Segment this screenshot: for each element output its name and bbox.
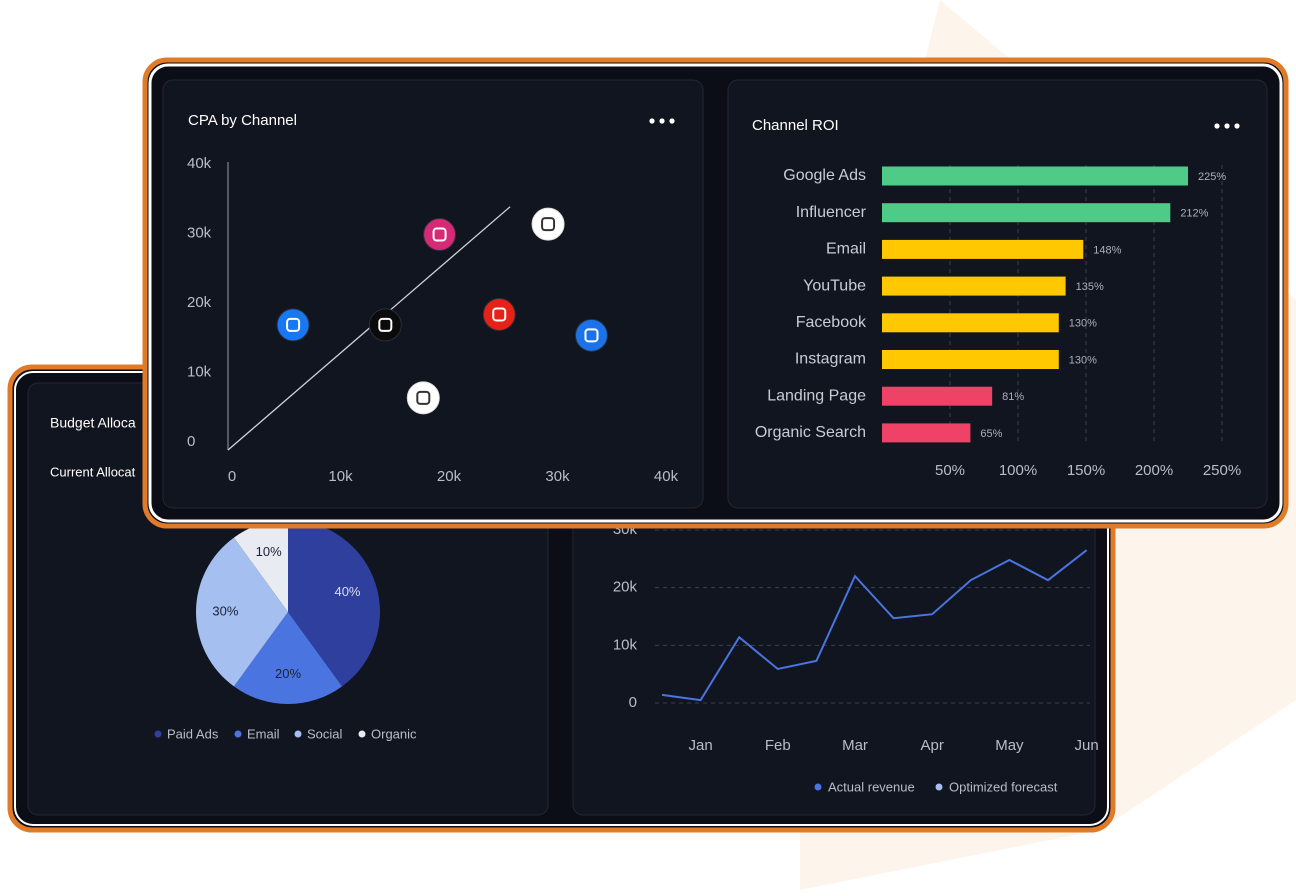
channel-icon bbox=[492, 307, 507, 322]
value-label: 81% bbox=[1002, 391, 1024, 403]
scatter-point bbox=[574, 318, 608, 352]
y-tick-label: 0 bbox=[629, 694, 637, 711]
bar bbox=[882, 386, 993, 406]
channel-icon bbox=[432, 227, 447, 242]
scatter-point bbox=[406, 381, 440, 415]
channel-icon bbox=[416, 390, 431, 405]
value-label: 212% bbox=[1180, 208, 1208, 220]
channel-icon bbox=[378, 317, 393, 332]
legend-swatch bbox=[154, 730, 162, 738]
legend-swatch bbox=[294, 730, 302, 738]
trend-line bbox=[227, 206, 511, 451]
bar bbox=[882, 350, 1059, 369]
legend-swatch bbox=[358, 730, 366, 738]
x-tick-label: 10k bbox=[328, 468, 353, 485]
x-tick-label: Jun bbox=[1075, 737, 1099, 754]
value-label: 135% bbox=[1076, 281, 1104, 293]
legend-swatch bbox=[814, 783, 822, 791]
category-label: Landing Page bbox=[767, 387, 866, 404]
scatter-point bbox=[482, 297, 516, 331]
x-tick-label: 250% bbox=[1203, 462, 1241, 479]
legend-label: Organic bbox=[371, 726, 417, 741]
x-tick-label: 100% bbox=[999, 462, 1037, 479]
scatter-point bbox=[368, 308, 402, 342]
legend-label: Paid Ads bbox=[167, 726, 219, 741]
value-label: 130% bbox=[1069, 318, 1097, 330]
category-label: Facebook bbox=[796, 314, 867, 331]
x-tick-label: 40k bbox=[654, 468, 679, 485]
legend-label: Optimized forecast bbox=[949, 779, 1058, 794]
scatter-point bbox=[423, 218, 457, 252]
scatter-card bbox=[162, 79, 704, 509]
pie-slice bbox=[288, 520, 381, 687]
x-tick-label: Mar bbox=[842, 737, 868, 754]
channel-icon bbox=[584, 328, 599, 343]
value-label: 130% bbox=[1069, 354, 1097, 366]
y-tick-label: 0 bbox=[187, 433, 195, 450]
front-panel: CPA by Channel Channel ROI 0 10k 20k 30k 40k… bbox=[142, 57, 1289, 529]
card-title: Channel ROI bbox=[752, 117, 839, 134]
legend-swatch bbox=[234, 730, 242, 738]
slice-label: 40% bbox=[334, 584, 360, 599]
x-tick-label: 0 bbox=[228, 468, 236, 485]
x-tick-label: Jan bbox=[689, 737, 713, 754]
slice-label: 10% bbox=[256, 544, 282, 559]
x-tick-label: 50% bbox=[935, 462, 965, 479]
y-tick-label: 10k bbox=[187, 363, 212, 380]
pie-slice bbox=[233, 612, 343, 705]
pie-slice bbox=[195, 537, 288, 687]
panel-inner-frame bbox=[148, 63, 1283, 523]
x-tick-label: 200% bbox=[1135, 462, 1173, 479]
x-tick-label: 30k bbox=[545, 468, 570, 485]
legend-label: Social bbox=[307, 726, 343, 741]
channel-icon bbox=[286, 317, 301, 332]
menu-button[interactable] bbox=[1214, 123, 1240, 129]
bar bbox=[882, 423, 971, 443]
line-series bbox=[661, 549, 1088, 702]
y-tick-label: 40k bbox=[187, 155, 212, 172]
bar bbox=[882, 239, 1084, 259]
category-label: Email bbox=[826, 241, 866, 258]
legend-label: Email bbox=[247, 726, 280, 741]
channel-icon bbox=[541, 217, 556, 232]
bar bbox=[882, 313, 1059, 333]
legend-swatch bbox=[935, 783, 943, 791]
bar bbox=[882, 276, 1066, 296]
menu-button[interactable] bbox=[649, 118, 675, 124]
value-label: 65% bbox=[980, 428, 1002, 440]
scatter-point bbox=[276, 308, 310, 342]
y-tick-label: 30k bbox=[187, 224, 212, 241]
slice-label: 30% bbox=[212, 603, 238, 618]
x-tick-label: 20k bbox=[437, 468, 462, 485]
x-tick-label: Feb bbox=[765, 737, 791, 754]
y-tick-label: 20k bbox=[613, 579, 638, 596]
bar bbox=[882, 166, 1188, 186]
x-tick-label: Apr bbox=[921, 737, 944, 754]
card-title: Budget Alloca bbox=[50, 415, 136, 431]
legend-label: Actual revenue bbox=[828, 779, 915, 794]
slice-label: 20% bbox=[275, 666, 301, 681]
category-label: Google Ads bbox=[783, 167, 866, 184]
card-subtitle: Current Allocat bbox=[50, 464, 136, 479]
scatter-point bbox=[531, 207, 565, 241]
value-label: 148% bbox=[1093, 244, 1121, 256]
y-tick-label: 20k bbox=[187, 294, 212, 311]
pie-slice bbox=[233, 520, 288, 612]
x-tick-label: 150% bbox=[1067, 462, 1105, 479]
card-title: CPA by Channel bbox=[188, 112, 297, 129]
y-tick-label: 10k bbox=[613, 636, 638, 653]
category-label: Instagram bbox=[795, 351, 866, 368]
value-label: 225% bbox=[1198, 171, 1226, 183]
category-label: YouTube bbox=[803, 277, 866, 294]
x-tick-label: May bbox=[995, 737, 1024, 754]
category-label: Influencer bbox=[796, 204, 867, 221]
bar bbox=[882, 203, 1171, 223]
category-label: Organic Search bbox=[755, 424, 866, 441]
